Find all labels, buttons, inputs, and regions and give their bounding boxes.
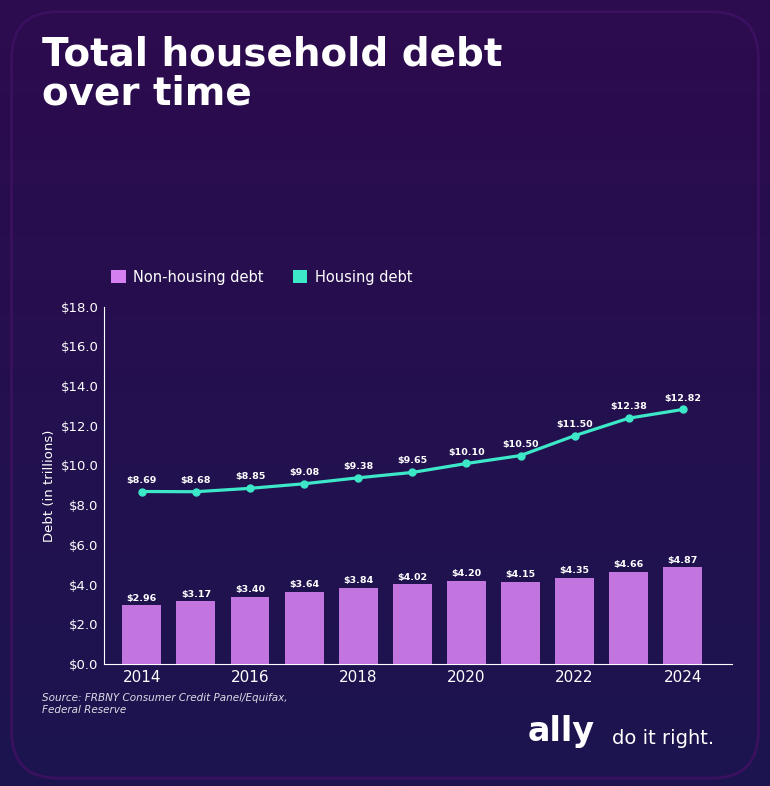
Text: $9.38: $9.38: [343, 462, 373, 471]
Text: $4.20: $4.20: [451, 569, 481, 578]
Bar: [501, 582, 540, 664]
Text: $4.66: $4.66: [614, 560, 644, 569]
Text: $9.65: $9.65: [397, 457, 427, 465]
Text: $3.64: $3.64: [289, 581, 320, 590]
Text: $12.82: $12.82: [665, 394, 701, 402]
Bar: [230, 597, 270, 664]
Y-axis label: Debt (in trillions): Debt (in trillions): [43, 429, 55, 542]
Text: $11.50: $11.50: [556, 420, 593, 428]
Text: $4.87: $4.87: [668, 556, 698, 565]
Text: $9.08: $9.08: [289, 468, 320, 477]
Text: $8.85: $8.85: [235, 472, 265, 481]
Text: $10.50: $10.50: [502, 439, 539, 449]
Text: Total household debt
over time: Total household debt over time: [42, 35, 503, 113]
Bar: [555, 578, 594, 664]
Bar: [339, 588, 378, 664]
Bar: [176, 601, 216, 664]
Bar: [393, 584, 432, 664]
Text: $4.15: $4.15: [505, 571, 536, 579]
Text: Source: FRBNY Consumer Credit Panel/Equifax,
Federal Reserve: Source: FRBNY Consumer Credit Panel/Equi…: [42, 693, 288, 714]
Bar: [609, 571, 648, 664]
Text: do it right.: do it right.: [612, 729, 715, 748]
Bar: [285, 592, 323, 664]
Text: $8.69: $8.69: [126, 476, 157, 484]
Bar: [663, 567, 702, 664]
Bar: [122, 605, 161, 664]
Legend: Non-housing debt, Housing debt: Non-housing debt, Housing debt: [111, 270, 412, 285]
Text: $3.40: $3.40: [235, 586, 265, 594]
Text: $3.17: $3.17: [181, 590, 211, 599]
Text: $12.38: $12.38: [611, 402, 647, 411]
Text: $4.02: $4.02: [397, 573, 427, 582]
Text: $2.96: $2.96: [127, 594, 157, 603]
Bar: [447, 581, 486, 664]
Text: $4.35: $4.35: [560, 567, 590, 575]
Text: $3.84: $3.84: [343, 576, 373, 586]
Text: $8.68: $8.68: [181, 476, 211, 485]
Text: $10.10: $10.10: [448, 447, 485, 457]
Text: ally: ally: [527, 715, 594, 748]
